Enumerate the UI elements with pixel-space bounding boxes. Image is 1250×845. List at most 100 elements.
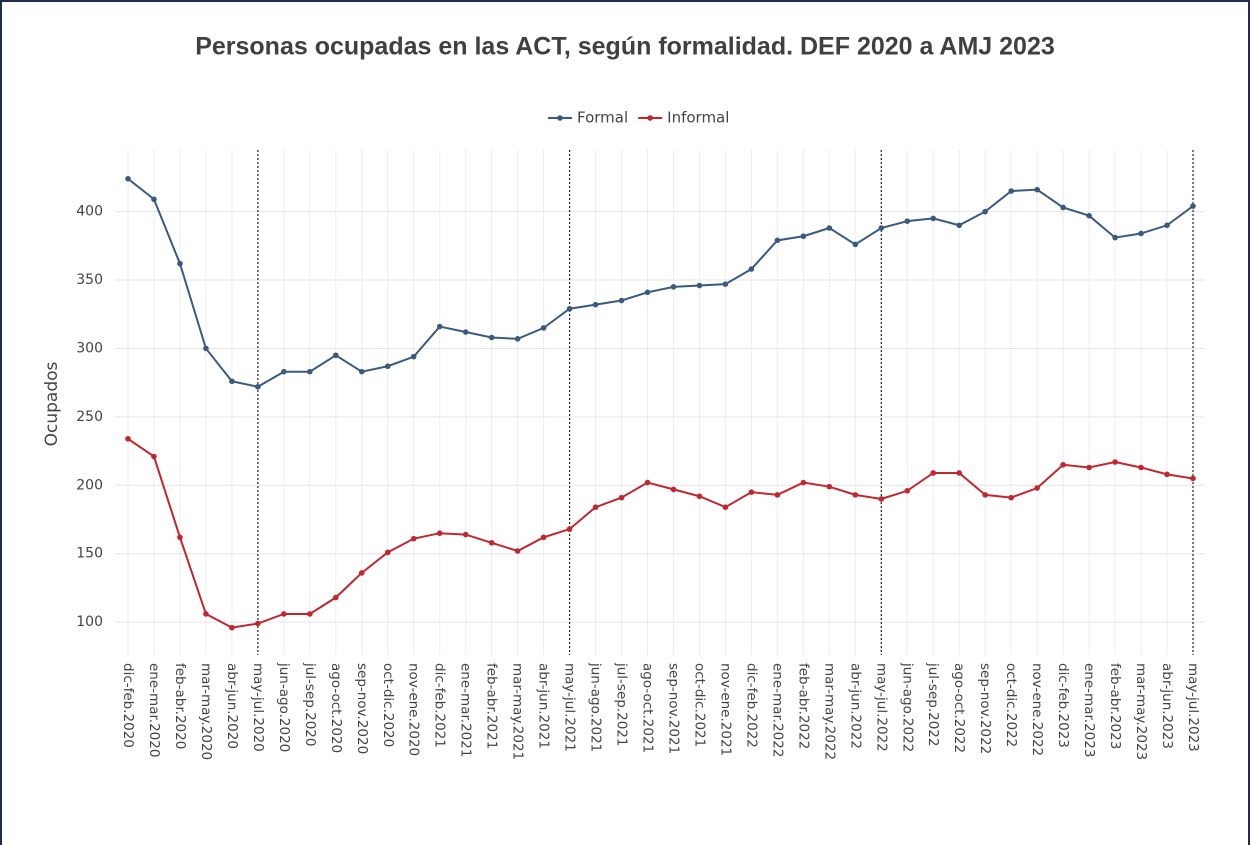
point — [151, 453, 157, 460]
x-tick-label: abr-jun.2021 — [536, 663, 552, 749]
point — [410, 535, 417, 542]
point — [436, 530, 443, 536]
point — [644, 479, 651, 486]
point — [1034, 485, 1040, 491]
point — [592, 504, 599, 510]
x-tick-label: dic-feb.2021 — [432, 663, 448, 748]
point — [852, 492, 859, 498]
point — [462, 329, 469, 335]
point — [125, 435, 131, 442]
point — [540, 325, 547, 331]
point — [826, 483, 833, 490]
point — [514, 336, 521, 342]
x-tick-label: ene-mar.2022 — [769, 663, 785, 757]
point — [281, 611, 287, 617]
point — [618, 494, 625, 501]
point — [592, 301, 599, 308]
x-tick-label: nov-ene.2020 — [406, 663, 422, 756]
point — [1008, 494, 1014, 501]
point — [1060, 204, 1066, 211]
point — [722, 504, 729, 510]
x-tick-label: abr-jun.2022 — [847, 663, 863, 749]
point — [1138, 464, 1144, 471]
point — [410, 353, 417, 360]
point — [748, 489, 755, 495]
point — [1086, 212, 1092, 219]
x-tick-label: may-jul.2023 — [1185, 663, 1201, 752]
x-tick-label: dic-feb.2022 — [743, 663, 759, 748]
x-tick-label: feb-abr.2022 — [795, 663, 811, 749]
point — [1190, 475, 1196, 482]
point — [281, 368, 287, 375]
legend-label: Informal — [667, 109, 729, 127]
point — [436, 323, 443, 330]
y-tick-label: 300 — [76, 340, 103, 356]
point — [852, 241, 859, 248]
point — [255, 383, 261, 390]
point — [255, 620, 261, 627]
point — [956, 222, 963, 229]
x-tick-label: feb-abr.2020 — [172, 663, 188, 749]
point — [722, 281, 729, 287]
point — [384, 363, 391, 370]
x-tick-label: ene-mar.2023 — [1081, 663, 1097, 757]
x-tick-label: sep-nov.2020 — [354, 663, 370, 754]
point — [904, 218, 911, 224]
x-tick-label: ago-oct.2020 — [328, 663, 344, 753]
point — [618, 297, 625, 304]
point — [1112, 459, 1118, 465]
point — [1164, 222, 1170, 229]
x-tick-label: nov-ene.2022 — [1029, 663, 1045, 756]
point — [177, 534, 183, 541]
point — [229, 378, 235, 385]
x-tick-label: abr-jun.2023 — [1159, 663, 1175, 749]
y-tick-label: 200 — [76, 477, 103, 493]
point — [1164, 471, 1170, 478]
x-tick-label: mar-may.2023 — [1133, 663, 1149, 760]
point — [696, 493, 703, 500]
series-line — [127, 437, 1194, 629]
point — [644, 289, 651, 296]
point — [982, 208, 988, 215]
point — [1190, 203, 1196, 209]
point — [1008, 188, 1014, 194]
x-tick-label: jun-ago.2021 — [588, 662, 604, 752]
point — [358, 368, 365, 375]
point — [566, 305, 573, 312]
point — [203, 345, 209, 352]
point — [333, 352, 339, 359]
point — [540, 534, 547, 541]
x-tick-label: may-jul.2022 — [873, 663, 889, 752]
x-tick-label: oct-dic.2021 — [691, 663, 707, 747]
point — [878, 496, 885, 502]
x-tick-label: ago-oct.2021 — [640, 663, 656, 753]
point — [826, 225, 833, 231]
point — [1138, 230, 1144, 237]
point — [307, 368, 313, 375]
point — [878, 225, 885, 231]
point — [1060, 461, 1066, 468]
point — [748, 266, 755, 272]
chart-title: Personas ocupadas en las ACT, según form… — [195, 33, 1055, 61]
y-tick-label: 250 — [76, 409, 103, 425]
point — [774, 237, 781, 244]
legend-marker — [647, 115, 653, 121]
legend-marker — [557, 115, 563, 121]
point — [488, 539, 495, 546]
point — [904, 487, 911, 494]
point — [982, 492, 988, 498]
x-tick-label: mar-may.2022 — [821, 663, 837, 760]
x-tick-label: sep-nov.2022 — [977, 663, 993, 754]
x-tick-label: jul-sep.2022 — [925, 662, 941, 747]
point — [1034, 186, 1040, 193]
point — [800, 233, 807, 240]
point — [333, 594, 339, 601]
y-tick-label: 350 — [76, 272, 103, 288]
point — [203, 611, 209, 617]
x-tick-label: may-jul.2020 — [250, 663, 266, 752]
point — [125, 175, 131, 182]
point — [930, 215, 937, 222]
x-tick-label: mar-may.2021 — [510, 663, 526, 760]
